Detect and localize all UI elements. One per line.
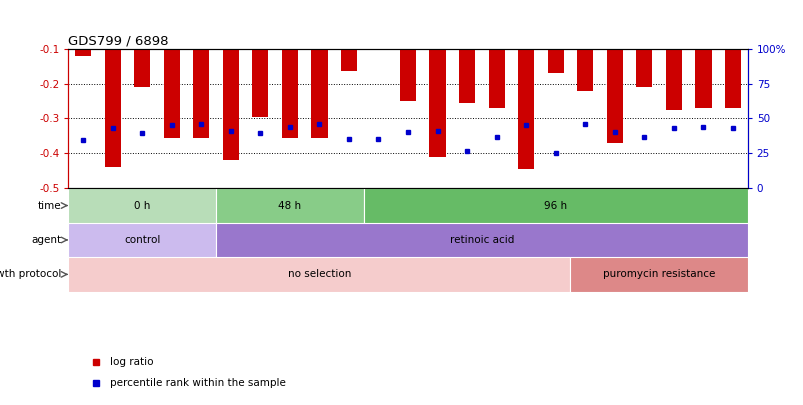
Text: 96 h: 96 h — [544, 200, 567, 211]
Bar — [68, 257, 570, 292]
Bar — [635, 14, 652, 87]
Bar — [193, 14, 209, 138]
Bar — [340, 14, 357, 71]
Bar — [547, 14, 563, 73]
Bar — [488, 14, 504, 108]
Bar — [104, 14, 120, 167]
Text: retinoic acid: retinoic acid — [449, 235, 513, 245]
Text: 0 h: 0 h — [134, 200, 150, 211]
Bar — [370, 14, 386, 50]
Text: agent: agent — [31, 235, 62, 245]
Text: control: control — [124, 235, 160, 245]
Text: log ratio: log ratio — [110, 358, 153, 367]
Bar — [606, 14, 622, 143]
Bar — [399, 14, 416, 101]
Bar — [68, 223, 216, 257]
Bar — [570, 257, 747, 292]
Bar — [577, 14, 593, 90]
Text: growth protocol: growth protocol — [0, 269, 62, 279]
Bar — [517, 14, 534, 169]
Bar — [216, 188, 363, 223]
Bar — [311, 14, 327, 138]
Bar — [695, 14, 711, 108]
Text: percentile rank within the sample: percentile rank within the sample — [110, 378, 286, 388]
Bar — [222, 14, 238, 160]
Text: GDS799 / 6898: GDS799 / 6898 — [68, 34, 169, 47]
Text: 48 h: 48 h — [278, 200, 301, 211]
Bar — [163, 14, 180, 138]
Bar — [665, 14, 681, 110]
Bar — [134, 14, 150, 87]
Bar — [68, 188, 216, 223]
Bar — [281, 14, 298, 138]
Bar — [75, 14, 91, 55]
Bar — [724, 14, 740, 108]
Bar — [429, 14, 445, 157]
Text: time: time — [38, 200, 62, 211]
Text: no selection: no selection — [287, 269, 351, 279]
Text: puromycin resistance: puromycin resistance — [602, 269, 715, 279]
Bar — [252, 14, 268, 117]
Bar — [363, 188, 747, 223]
Bar — [459, 14, 475, 103]
Bar — [216, 223, 747, 257]
